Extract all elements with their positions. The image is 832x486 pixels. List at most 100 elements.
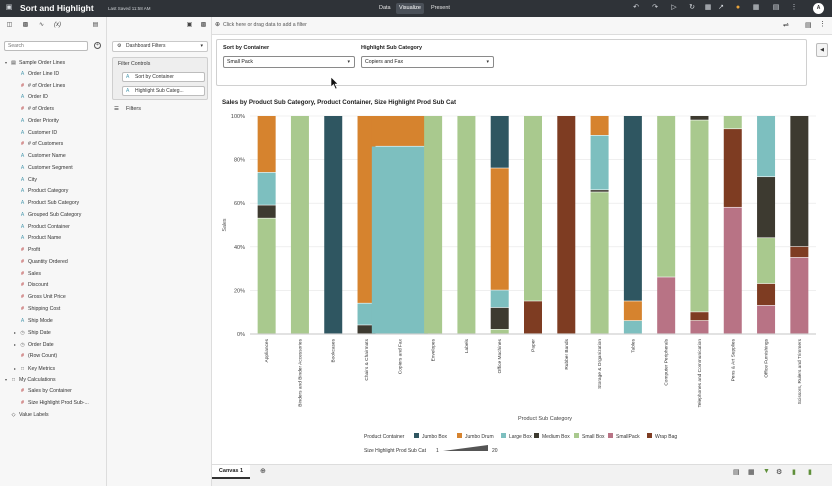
bookmark-icon[interactable]: ▦	[748, 469, 755, 476]
sort-by-container-select[interactable]: Small Pack ▾	[223, 56, 355, 68]
user-avatar[interactable]: A	[813, 3, 824, 14]
canvas-tab-1[interactable]: Canvas 1	[212, 465, 250, 479]
bar-segment[interactable]	[457, 116, 476, 334]
bar-segment[interactable]	[757, 177, 776, 238]
bar-segment[interactable]	[490, 307, 509, 330]
grammar-icon[interactable]: ▣	[186, 22, 193, 28]
tree-item[interactable]: # # of Order Lines	[14, 82, 65, 91]
bar-segment[interactable]	[257, 172, 276, 205]
bar-segment[interactable]	[723, 129, 742, 207]
highlight-sub-category-select[interactable]: Copiers and Fax ▾	[361, 56, 494, 68]
bar-segment[interactable]	[357, 325, 376, 334]
filter-chip-highlight-sub-category[interactable]: A Highlight Sub Categ...	[122, 86, 205, 96]
grid-view-icon[interactable]: ▦	[752, 4, 760, 11]
add-canvas-icon[interactable]: ⊕	[260, 468, 266, 475]
tree-item[interactable]: A Ship Mode	[14, 317, 53, 326]
bar-segment[interactable]	[257, 205, 276, 218]
caret-down-icon[interactable]: ▾	[5, 60, 8, 65]
bar-segment[interactable]	[690, 312, 709, 321]
filter-settings-icon[interactable]: ⇌	[783, 22, 789, 29]
bar-segment[interactable]	[790, 246, 809, 258]
bar-segment[interactable]	[690, 120, 709, 312]
tree-item[interactable]: A Product Name	[14, 234, 61, 243]
tree-item[interactable]: A Order Priority	[14, 117, 59, 126]
caret-right-icon[interactable]: ▸	[14, 330, 17, 336]
tab-visualize[interactable]: Visualize	[396, 3, 424, 14]
analytics-icon[interactable]: ∿	[38, 22, 45, 28]
tree-item[interactable]: ▸ ◷ Order Date	[14, 340, 54, 349]
tab-data[interactable]: Data	[379, 5, 391, 11]
play-icon[interactable]: ▷	[671, 4, 677, 11]
caret-right-icon[interactable]: ▸	[14, 342, 17, 347]
stacked-bar-chart[interactable]: 0% 20% 40% 60% 80% 100% Sales Appliances Binders…	[212, 107, 832, 464]
properties-icon[interactable]: ▤	[772, 4, 780, 11]
filters-label[interactable]: Filters	[126, 106, 141, 112]
bar-segment[interactable]	[657, 277, 676, 334]
undo-icon[interactable]: ↶	[633, 4, 639, 11]
bar-segment[interactable]	[657, 116, 676, 277]
tree-item[interactable]: # Size Highlight Prod Sub-...	[14, 399, 89, 408]
bar-segment[interactable]	[790, 116, 809, 247]
bar-segment[interactable]	[623, 301, 642, 321]
tree-item[interactable]: # # of Customers	[14, 140, 63, 149]
caret-down-icon[interactable]: ▾	[5, 377, 8, 383]
app-chart-icon[interactable]: ▣	[5, 4, 13, 11]
bar-segment[interactable]	[757, 116, 776, 177]
tree-item[interactable]: # Profit	[14, 246, 40, 255]
canvas-settings-icon[interactable]: ▤	[805, 22, 812, 29]
more-menu-icon[interactable]: ⋮	[790, 4, 798, 11]
tree-item[interactable]: # Sales by Container	[14, 387, 72, 396]
tree-item[interactable]: A Customer Segment	[14, 164, 73, 173]
bar-segment[interactable]	[757, 283, 776, 306]
bar-segment[interactable]	[324, 116, 343, 334]
tree-item[interactable]: # Quantity Ordered	[14, 258, 68, 267]
bar-segment[interactable]	[290, 116, 309, 334]
bar-segment[interactable]	[357, 116, 376, 303]
tab-present[interactable]: Present	[431, 5, 450, 11]
bar-segment[interactable]	[757, 305, 776, 334]
add-data-icon[interactable]: +	[94, 42, 101, 49]
tree-item[interactable]: # Gross Unit Price	[14, 293, 66, 302]
tree-item[interactable]: ▾ ▤ Sample Order Lines	[5, 58, 65, 67]
bar-segment[interactable]	[690, 116, 709, 120]
tree-item[interactable]: A Customer Name	[14, 152, 66, 161]
tree-item[interactable]: ▸ ◷ Ship Date	[14, 328, 51, 337]
page-layout-icon[interactable]: ▤	[733, 469, 740, 476]
pin-icon[interactable]: ▼	[763, 468, 770, 475]
tree-item[interactable]: ▾ □ My Calculations	[5, 375, 56, 384]
tree-item[interactable]: A Order Line ID	[14, 70, 59, 79]
bar-segment[interactable]	[371, 116, 428, 146]
bar-segment[interactable]	[424, 116, 443, 334]
collapse-panel-icon[interactable]: ◀	[816, 43, 828, 57]
redo-icon[interactable]: ↷	[652, 4, 658, 11]
bar-segment[interactable]	[490, 329, 509, 334]
bar-segment[interactable]	[590, 116, 609, 136]
visualizations-icon[interactable]: ▩	[22, 22, 29, 28]
save-icon[interactable]: ▦	[704, 4, 712, 11]
bar-segment[interactable]	[690, 320, 709, 334]
bar-segment[interactable]	[590, 135, 609, 190]
tree-item[interactable]: # # of Orders	[14, 105, 54, 114]
layout-left-icon[interactable]: ▮	[792, 469, 796, 476]
data-icon[interactable]: ◫	[6, 22, 13, 28]
bar-segment[interactable]	[590, 190, 609, 192]
calculation-icon[interactable]: (x)	[54, 22, 61, 28]
panel-layout-icon[interactable]: ▤	[92, 22, 99, 28]
dashboard-filters-dropdown[interactable]: ⚙ Dashboard Filters ▾	[112, 41, 208, 52]
bar-segment[interactable]	[623, 116, 642, 301]
bar-segment[interactable]	[723, 207, 742, 334]
tree-item[interactable]: ▸ □ Key Metrics	[14, 364, 55, 373]
bar-segment[interactable]	[524, 116, 542, 301]
filter-bar-menu-icon[interactable]: ⋮	[819, 21, 826, 28]
filter-chip-sort-by-container[interactable]: A Sort by Container	[122, 72, 205, 82]
bar-segment[interactable]	[790, 257, 809, 334]
data-search-input[interactable]	[4, 41, 88, 51]
tree-item[interactable]: A Product Category	[14, 187, 69, 196]
tree-item[interactable]: # Discount	[14, 281, 48, 290]
settings-icon[interactable]: ⚙	[776, 469, 783, 476]
tree-item[interactable]: # Shipping Cost	[14, 305, 60, 314]
bar-segment[interactable]	[490, 168, 509, 290]
bar-segment[interactable]	[257, 116, 276, 173]
bar-segment[interactable]	[490, 116, 509, 168]
tree-item[interactable]: A Product Sub Category	[14, 199, 79, 208]
